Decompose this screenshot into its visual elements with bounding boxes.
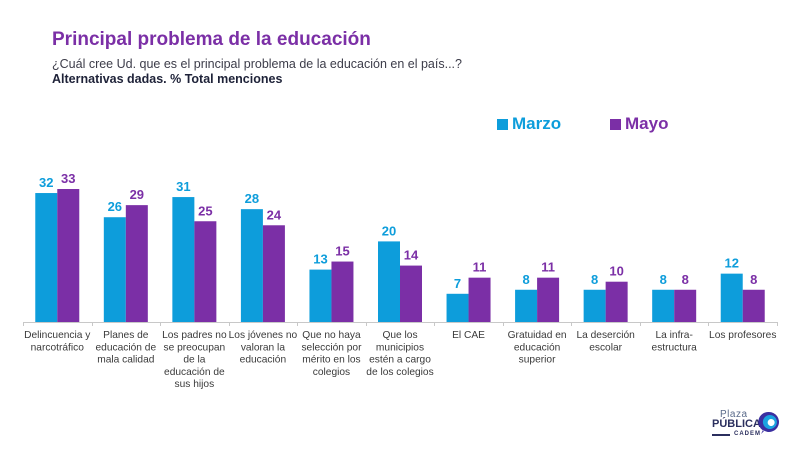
category-label: estructura	[652, 342, 698, 353]
bar-marzo	[652, 289, 675, 322]
logo-text-plaza: Plaza	[720, 409, 748, 420]
category-label: se preocupan	[163, 342, 225, 353]
data-label-mayo: 25	[198, 203, 212, 218]
data-label-mayo: 10	[609, 264, 623, 279]
data-label-marzo: 32	[39, 175, 53, 190]
chart-question: ¿Cuál cree Ud. que es el principal probl…	[52, 57, 462, 71]
data-label-marzo: 8	[591, 272, 598, 287]
category-label: Los jóvenes no	[229, 330, 298, 341]
legend-label-marzo: Marzo	[512, 114, 562, 133]
bar-mayo	[400, 265, 422, 322]
bar-marzo	[309, 269, 332, 322]
chart-note: Alternativas dadas. % Total menciones	[52, 72, 283, 86]
category-label: sus hijos	[175, 379, 215, 390]
bar-marzo	[378, 241, 400, 322]
category-label: mala calidad	[97, 355, 155, 366]
data-label-marzo: 8	[660, 272, 667, 287]
category-label: selección por	[301, 342, 362, 353]
category-label: Gratuidad en	[508, 330, 567, 341]
bar-marzo	[35, 193, 58, 322]
data-label-mayo: 15	[335, 244, 349, 259]
category-label: de los colegios	[366, 367, 433, 378]
category-label: La deserción	[576, 330, 634, 341]
legend-item-marzo: Marzo	[497, 114, 561, 134]
bar-mayo	[125, 205, 148, 322]
data-label-marzo: 7	[454, 276, 461, 291]
category-label: narcotráfico	[31, 342, 85, 353]
data-label-mayo: 8	[682, 272, 689, 287]
category-label: Delincuencia y	[24, 330, 91, 341]
data-label-mayo: 14	[404, 248, 419, 263]
data-label-marzo: 20	[382, 223, 396, 238]
data-label-marzo: 28	[245, 191, 259, 206]
bar-mayo	[194, 221, 217, 322]
bar-mayo	[674, 289, 697, 322]
category-label: Que los	[382, 330, 417, 341]
category-label: colegios	[313, 367, 350, 378]
data-label-mayo: 24	[267, 207, 282, 222]
data-label-marzo: 13	[313, 252, 327, 267]
data-label-mayo: 11	[541, 260, 555, 275]
bar-mayo	[742, 289, 765, 322]
legend-swatch-mayo	[610, 118, 621, 130]
category-label: Los padres no	[162, 330, 227, 341]
logo-speech-bubble-icon	[758, 411, 779, 434]
bar-mayo	[537, 277, 560, 322]
bar-marzo	[240, 209, 263, 322]
category-label: Los profesores	[709, 330, 776, 341]
category-label: valoran la	[241, 342, 286, 353]
bar-marzo	[103, 217, 126, 322]
data-label-marzo: 12	[724, 256, 738, 271]
bar-marzo	[446, 293, 469, 322]
data-label-marzo: 26	[108, 199, 122, 214]
bar-marzo	[720, 273, 743, 322]
bar-mayo	[331, 261, 354, 322]
category-label: educación de	[164, 367, 225, 378]
category-label: municipios	[376, 342, 424, 353]
bar-marzo	[583, 289, 606, 322]
data-label-marzo: 31	[176, 179, 190, 194]
category-label: educación	[514, 342, 560, 353]
data-label-mayo: 33	[61, 171, 75, 186]
data-label-mayo: 29	[130, 187, 144, 202]
category-label: escolar	[589, 342, 622, 353]
bar-mayo	[468, 277, 491, 322]
legend-item-mayo: Mayo	[610, 114, 668, 134]
legend-swatch-marzo	[497, 118, 508, 130]
category-label: estén a cargo	[369, 355, 431, 366]
bar-mayo	[262, 225, 285, 322]
category-label: El CAE	[452, 330, 485, 341]
logo-text-cadem: CADEM	[734, 431, 761, 437]
category-label: Planes de	[103, 330, 149, 341]
data-label-mayo: 8	[750, 272, 757, 287]
category-label: de la	[183, 355, 205, 366]
logo-text-publica: PÚBLICA	[712, 418, 761, 430]
data-label-marzo: 8	[522, 272, 529, 287]
category-label: superior	[519, 355, 556, 366]
chart-title: Principal problema de la educación	[52, 29, 371, 50]
category-label: educación	[240, 355, 286, 366]
logo-underline	[712, 434, 730, 436]
bar-marzo	[172, 197, 195, 322]
category-label: educación de	[96, 342, 157, 353]
bar-mayo	[57, 189, 80, 322]
category-label: Que no haya	[302, 330, 361, 341]
bar-marzo	[515, 289, 538, 322]
category-label: La infra-	[655, 330, 692, 341]
legend-label-mayo: Mayo	[625, 114, 669, 133]
plaza-publica-cadem-logo: Plaza PÚBLICA CADEM	[712, 409, 792, 445]
bar-mayo	[605, 281, 628, 322]
data-label-mayo: 11	[473, 260, 487, 275]
category-label: mérito en los	[302, 355, 360, 366]
